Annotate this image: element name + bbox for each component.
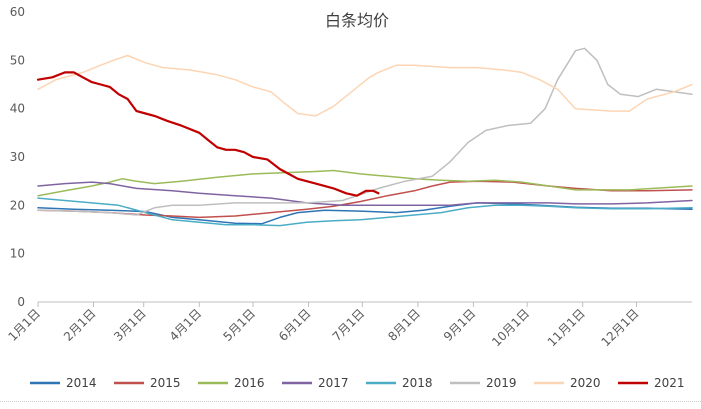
y-tick-label: 20 (10, 198, 25, 212)
chart-title: 白条均价 (325, 11, 389, 30)
plot-area (36, 47, 693, 227)
legend-label-2021: 2021 (654, 376, 685, 390)
y-axis: 0 10 20 30 40 50 60 (10, 5, 25, 309)
x-tick-label: 9月1日 (441, 306, 479, 344)
x-axis: 1月1日 2月1日 3月1日 4月1日 5月1日 6月1日 7月1日 8月1日 9月1日 10月1… (5, 301, 692, 349)
x-tick-label: 6月1日 (276, 306, 314, 344)
y-tick-label: 10 (10, 247, 25, 261)
x-tick-label: 3月1日 (111, 306, 149, 344)
x-tick-label: 10月1日 (489, 306, 532, 349)
x-tick-label: 4月1日 (167, 306, 205, 344)
x-tick-label: 7月1日 (330, 306, 368, 344)
x-tick-label: 8月1日 (385, 306, 423, 344)
legend-label-2015: 2015 (150, 376, 181, 390)
series-line-2018 (37, 197, 693, 227)
x-tick-label: 5月1日 (220, 306, 258, 344)
legend: 2014 2015 2016 2017 2018 2019 2020 2021 (30, 376, 685, 390)
x-tick-label: 2月1日 (61, 306, 99, 344)
legend-label-2016: 2016 (234, 376, 265, 390)
bottom-dotted-border (0, 401, 701, 402)
series-line-2017 (37, 181, 693, 207)
x-tick-label: 11月1日 (545, 306, 588, 349)
legend-label-2018: 2018 (402, 376, 433, 390)
y-tick-label: 60 (10, 5, 25, 19)
legend-label-2020: 2020 (570, 376, 601, 390)
y-tick-label: 0 (17, 295, 25, 309)
y-tick-label: 30 (10, 150, 25, 164)
y-tick-label: 40 (10, 102, 25, 116)
series-line-2020 (37, 54, 693, 117)
series-line-2021 (36, 71, 380, 197)
y-tick-label: 50 (10, 53, 25, 67)
x-tick-label: 12月1日 (599, 306, 642, 349)
legend-label-2017: 2017 (318, 376, 349, 390)
x-tick-label: 1月1日 (5, 306, 43, 344)
series-line-2016 (37, 169, 693, 197)
legend-label-2019: 2019 (486, 376, 517, 390)
series-line-2019 (37, 47, 693, 216)
legend-label-2014: 2014 (66, 376, 97, 390)
